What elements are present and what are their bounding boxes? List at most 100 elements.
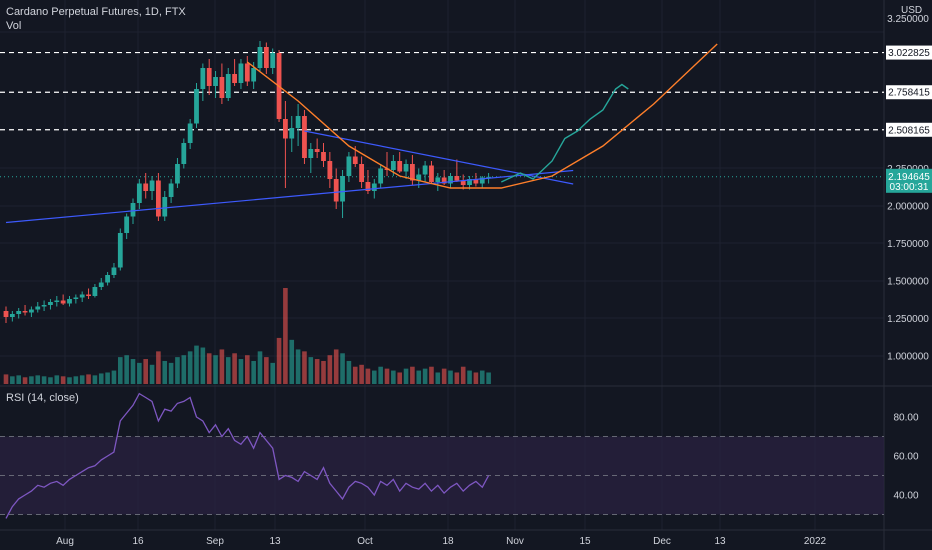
candle-body	[168, 183, 174, 197]
candle-body	[200, 68, 206, 89]
volume-bar	[270, 362, 275, 384]
candle-body	[130, 203, 136, 217]
candle-body	[181, 143, 187, 164]
volume-bar	[251, 360, 256, 384]
time-axis-label: Oct	[357, 536, 373, 547]
time-axis-label: 13	[714, 536, 726, 547]
level-label-bg	[886, 122, 932, 137]
volume-bar	[473, 372, 479, 384]
symbol-title: Cardano Perpetual Futures, 1D, FTX	[6, 6, 186, 18]
price-tag-bg	[886, 168, 932, 193]
volume-bar	[429, 366, 434, 384]
volume-bar	[98, 373, 104, 384]
candle-body	[111, 267, 117, 275]
candle-body	[232, 74, 237, 83]
time-axis-label: Sep	[206, 536, 224, 547]
price-axis-label: 1.500000	[887, 277, 929, 288]
time-axis-label: 2022	[804, 536, 827, 547]
volume-bar	[441, 368, 447, 384]
volume-bar	[67, 377, 72, 384]
time-axis-label: 13	[269, 536, 281, 547]
candle-body	[321, 152, 326, 161]
candle-body	[422, 165, 428, 175]
volume-bar	[41, 376, 47, 384]
rsi-line	[5, 392, 490, 519]
volume-bar	[105, 372, 110, 384]
candle-body	[295, 116, 301, 128]
currency-label: USD	[901, 5, 923, 16]
candle-body	[35, 306, 41, 310]
candle-body	[175, 164, 180, 184]
candle-body	[410, 164, 415, 181]
level-label: 2.508165	[888, 125, 930, 136]
candle-body	[9, 314, 15, 317]
level-label: 2.758415	[888, 88, 930, 99]
volume-bar	[454, 372, 460, 384]
rsi-label: RSI (14, close)	[6, 392, 79, 404]
price-axis-label: 2.000000	[887, 202, 929, 213]
volume-bar	[92, 375, 98, 384]
volume-bar	[276, 337, 282, 384]
volume-bar	[359, 364, 364, 384]
volume-bar	[302, 351, 307, 384]
candle-body	[289, 128, 295, 139]
volume-bar	[422, 368, 428, 384]
level-label: 3.022825	[888, 48, 930, 59]
candle-body	[429, 165, 434, 182]
volume-bar	[149, 364, 155, 384]
volume-bar	[410, 366, 415, 384]
volume-bar	[225, 357, 231, 384]
volume-bar	[486, 372, 491, 384]
time-axis-label: Dec	[653, 536, 671, 547]
triangle-line	[304, 130, 574, 185]
volume-bar	[321, 360, 326, 384]
arc-curve	[246, 43, 718, 189]
candle-body	[3, 311, 9, 317]
price-tag-value: 2.194645	[888, 172, 930, 183]
candle-body	[117, 233, 123, 268]
level-label-bg	[886, 45, 932, 60]
horizontal-levels	[0, 51, 884, 178]
candle-body	[156, 180, 161, 217]
candle-body	[302, 116, 307, 158]
candle-body	[251, 68, 257, 82]
time-axis-label: Nov	[506, 536, 524, 547]
candle-body	[397, 161, 403, 172]
volume-bar	[162, 360, 168, 384]
candle-body	[143, 183, 149, 191]
candle-body	[308, 149, 314, 158]
volume-bar	[460, 366, 466, 384]
candle-body	[390, 161, 396, 170]
triangle-line	[5, 169, 574, 224]
candle-body	[441, 177, 447, 184]
candle-body	[352, 156, 358, 164]
candle-body	[340, 176, 345, 202]
candle-body	[98, 282, 104, 287]
candle-body	[365, 182, 371, 191]
rsi-axis-label: 60.00	[893, 452, 918, 463]
candle-body	[460, 180, 466, 185]
price-tag-countdown: 03:00:31	[890, 182, 929, 193]
candle-body	[473, 179, 479, 184]
candle-body	[54, 300, 60, 302]
volume-bar	[200, 347, 206, 384]
candle-body	[270, 53, 276, 68]
level-label-bg	[886, 85, 932, 100]
volume-bar	[124, 355, 129, 384]
candle-body	[136, 183, 142, 203]
candle-body	[486, 176, 491, 178]
price-axis-label: 1.750000	[887, 239, 929, 250]
price-axis-label: 1.250000	[887, 314, 929, 325]
candle-body	[403, 164, 409, 172]
candle-body	[359, 164, 364, 182]
volume-bar	[416, 370, 422, 384]
volume-bar	[257, 351, 263, 384]
candle-body	[225, 74, 231, 98]
volume-bar	[137, 362, 142, 384]
volume-bar	[295, 349, 301, 384]
volume-bar	[346, 360, 352, 384]
volume-bar	[156, 351, 161, 384]
